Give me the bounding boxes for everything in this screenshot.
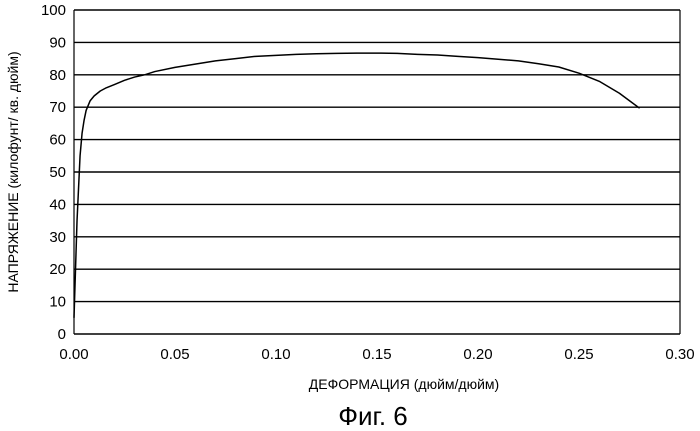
- stress-strain-curve: [74, 53, 640, 318]
- y-tick-label: 50: [49, 164, 66, 181]
- x-tick-labels: 0.00 0.05 0.10 0.15 0.20 0.25 0.30: [59, 346, 694, 363]
- x-tick-label: 0.25: [564, 346, 593, 363]
- x-tick-label: 0.15: [362, 346, 391, 363]
- x-axis-title: ДЕФОРМАЦИЯ (дюйм/дюйм): [309, 376, 499, 392]
- series-layer: [74, 53, 640, 318]
- figure-label: Фиг. 6: [338, 401, 408, 431]
- x-tick-label: 0.10: [261, 346, 290, 363]
- y-tick-label: 90: [49, 34, 66, 51]
- x-tick-label: 0.00: [59, 346, 88, 363]
- y-tick-label: 80: [49, 67, 66, 84]
- x-tick-label: 0.30: [665, 346, 694, 363]
- y-tick-label: 30: [49, 229, 66, 246]
- y-tick-label: 10: [49, 294, 66, 311]
- y-tick-label: 70: [49, 99, 66, 116]
- x-tick-label: 0.05: [160, 346, 189, 363]
- y-tick-labels: 0 10 20 30 40 50 60 70 80 90 100: [41, 2, 66, 343]
- y-tick-label: 100: [41, 2, 66, 19]
- y-axis-title: НАПРЯЖЕНИЕ (килофунт/ кв. дюйм): [5, 51, 21, 292]
- x-tick-label: 0.20: [463, 346, 492, 363]
- y-tick-label: 60: [49, 132, 66, 149]
- y-tick-label: 20: [49, 261, 66, 278]
- y-tick-label: 40: [49, 196, 66, 213]
- y-tick-label: 0: [58, 326, 66, 343]
